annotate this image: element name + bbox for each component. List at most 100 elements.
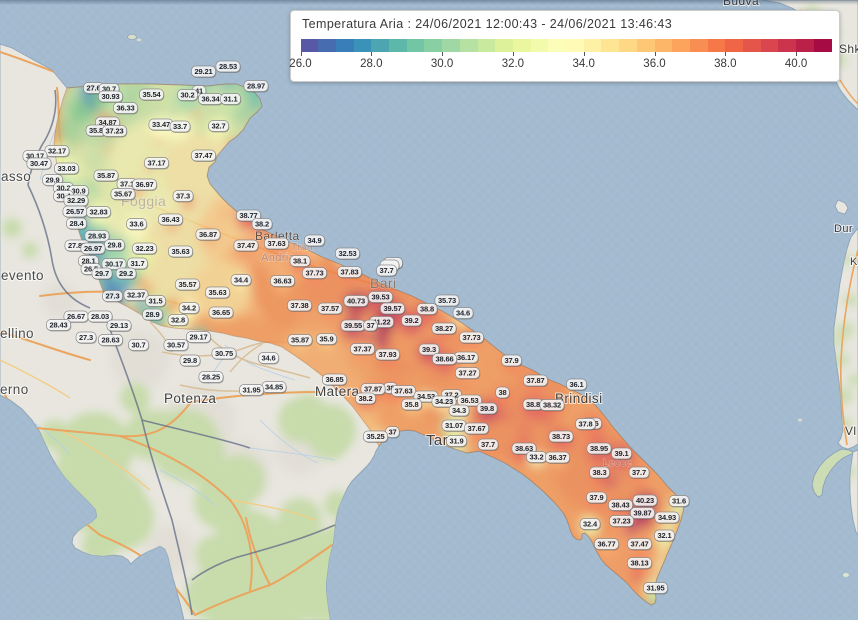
svg-text:37.87: 37.87 xyxy=(526,376,544,385)
svg-text:38.1: 38.1 xyxy=(293,257,307,266)
svg-text:31.95: 31.95 xyxy=(242,386,260,395)
svg-text:32.83: 32.83 xyxy=(89,208,107,217)
svg-text:26.67: 26.67 xyxy=(67,312,85,321)
svg-text:28.93: 28.93 xyxy=(88,232,106,241)
svg-text:erno: erno xyxy=(0,382,29,397)
svg-text:34.2: 34.2 xyxy=(182,304,196,313)
svg-text:ellino: ellino xyxy=(0,326,34,341)
svg-text:37.57: 37.57 xyxy=(321,304,339,313)
svg-text:33.7: 33.7 xyxy=(173,122,187,131)
svg-text:30.4: 30.4 xyxy=(57,192,72,201)
svg-text:Tar: Tar xyxy=(426,432,448,449)
svg-text:35.73: 35.73 xyxy=(438,296,456,305)
svg-text:36.87: 36.87 xyxy=(199,230,217,239)
svg-text:39.8: 39.8 xyxy=(480,404,494,413)
svg-text:27.6: 27.6 xyxy=(87,84,101,93)
svg-text:38.43: 38.43 xyxy=(611,501,629,510)
svg-text:Vl: Vl xyxy=(845,424,856,438)
svg-text:37.47: 37.47 xyxy=(194,151,212,160)
svg-text:35.8: 35.8 xyxy=(89,126,103,135)
svg-text:35.54: 35.54 xyxy=(142,90,161,99)
svg-text:37: 37 xyxy=(388,428,396,437)
svg-text:34.23: 34.23 xyxy=(435,397,453,406)
svg-text:evento: evento xyxy=(1,268,44,283)
svg-text:31.7: 31.7 xyxy=(131,259,145,268)
svg-text:39.55: 39.55 xyxy=(344,321,362,330)
svg-text:41: 41 xyxy=(195,87,203,96)
svg-text:29.8: 29.8 xyxy=(108,241,122,250)
svg-text:34.3: 34.3 xyxy=(452,406,466,415)
svg-text:27.3: 27.3 xyxy=(79,333,93,342)
svg-text:37.47: 37.47 xyxy=(237,241,255,250)
svg-text:37.17: 37.17 xyxy=(147,159,165,168)
svg-text:37.38: 37.38 xyxy=(290,301,308,310)
svg-text:28.43: 28.43 xyxy=(49,321,67,330)
svg-text:29.9: 29.9 xyxy=(46,176,60,185)
svg-text:37.9: 37.9 xyxy=(505,356,519,365)
svg-text:26.97: 26.97 xyxy=(84,244,102,253)
svg-text:36.17: 36.17 xyxy=(457,353,475,362)
svg-text:26.5: 26.5 xyxy=(84,265,98,274)
svg-text:38.2: 38.2 xyxy=(255,220,269,229)
svg-text:32.1: 32.1 xyxy=(658,531,672,540)
svg-text:32.37: 32.37 xyxy=(127,291,145,300)
svg-text:29.2: 29.2 xyxy=(119,269,133,278)
svg-text:33.6: 33.6 xyxy=(130,220,144,229)
svg-text:37.83: 37.83 xyxy=(340,268,358,277)
svg-text:30.57: 30.57 xyxy=(167,341,185,350)
svg-text:38: 38 xyxy=(498,388,506,397)
svg-text:37.63: 37.63 xyxy=(267,239,285,248)
svg-text:30.93: 30.93 xyxy=(101,92,119,101)
svg-text:Bari: Bari xyxy=(370,275,397,291)
svg-text:34.9: 34.9 xyxy=(308,236,322,245)
svg-text:30.9: 30.9 xyxy=(72,187,86,196)
svg-text:31.9: 31.9 xyxy=(450,437,464,446)
svg-text:27.87: 27.87 xyxy=(68,241,86,250)
svg-text:31.07: 31.07 xyxy=(445,421,463,430)
svg-text:37.87: 37.87 xyxy=(364,385,382,394)
svg-text:33.2: 33.2 xyxy=(530,453,544,462)
svg-text:38.63: 38.63 xyxy=(515,444,533,453)
svg-text:37.23: 37.23 xyxy=(105,127,123,136)
svg-text:Andria: Andria xyxy=(261,252,296,264)
svg-text:38.73: 38.73 xyxy=(552,432,570,441)
svg-text:32.23: 32.23 xyxy=(135,244,153,253)
svg-text:37.7: 37.7 xyxy=(632,468,646,477)
svg-text:32.17: 32.17 xyxy=(48,147,66,156)
svg-text:33.03: 33.03 xyxy=(57,164,75,173)
svg-text:33.47: 33.47 xyxy=(152,120,170,129)
svg-text:30.47: 30.47 xyxy=(30,159,48,168)
svg-text:32.53: 32.53 xyxy=(338,249,356,258)
svg-text:32.29: 32.29 xyxy=(67,196,85,205)
svg-text:37.67: 37.67 xyxy=(467,424,485,433)
svg-text:35.87: 35.87 xyxy=(97,171,115,180)
svg-text:28.97: 28.97 xyxy=(247,82,265,91)
svg-text:38.95: 38.95 xyxy=(590,444,608,453)
svg-text:30.2: 30.2 xyxy=(181,91,195,100)
svg-text:28.25: 28.25 xyxy=(202,373,220,382)
svg-text:31.5: 31.5 xyxy=(149,297,163,306)
svg-text:38.8: 38.8 xyxy=(420,305,434,314)
svg-text:38.66: 38.66 xyxy=(435,355,453,364)
svg-text:36.77: 36.77 xyxy=(597,540,615,549)
svg-text:28.53: 28.53 xyxy=(219,62,237,71)
svg-text:35.8: 35.8 xyxy=(405,400,419,409)
svg-text:41.22: 41.22 xyxy=(372,318,390,327)
svg-text:28.63: 28.63 xyxy=(101,336,119,345)
svg-text:32.7: 32.7 xyxy=(212,122,226,131)
svg-text:34.87: 34.87 xyxy=(98,118,116,127)
svg-text:35.87: 35.87 xyxy=(291,336,309,345)
svg-text:38.8: 38.8 xyxy=(526,400,540,409)
svg-text:Lecce: Lecce xyxy=(603,458,632,469)
svg-text:34.4: 34.4 xyxy=(234,276,249,285)
svg-text:40.73: 40.73 xyxy=(347,297,365,306)
svg-text:38.2: 38.2 xyxy=(359,394,373,403)
svg-text:Potenza: Potenza xyxy=(164,391,216,406)
svg-text:Shk: Shk xyxy=(839,42,858,56)
svg-text:28.4: 28.4 xyxy=(70,219,85,228)
svg-text:38.32: 38.32 xyxy=(543,401,561,410)
svg-text:Matera: Matera xyxy=(315,384,360,399)
svg-text:31.6: 31.6 xyxy=(672,497,686,506)
svg-text:36.53: 36.53 xyxy=(460,396,478,405)
svg-text:K: K xyxy=(850,256,858,268)
